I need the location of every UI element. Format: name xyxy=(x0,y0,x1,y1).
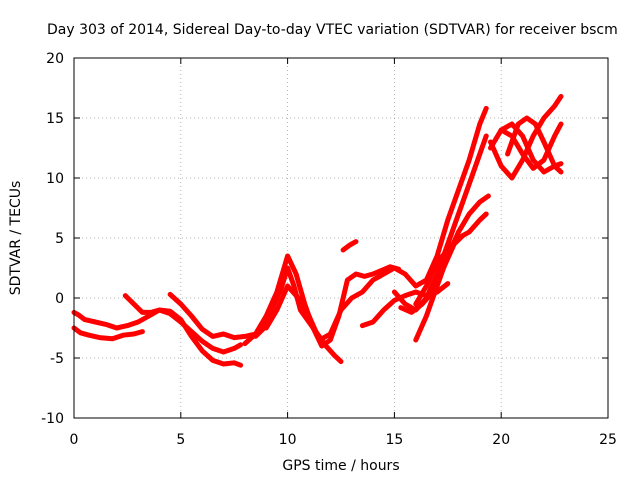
x-tick-label: 10 xyxy=(279,432,297,448)
y-tick-label: 10 xyxy=(46,171,64,187)
data-series-12 xyxy=(413,211,489,307)
data-series-8 xyxy=(340,239,359,253)
data-series-group xyxy=(71,93,564,368)
data-series-15 xyxy=(488,93,564,181)
grid xyxy=(74,58,608,418)
y-tick-label: 20 xyxy=(46,51,64,67)
y-tick-label: 5 xyxy=(55,231,64,247)
data-series-7 xyxy=(263,105,489,343)
data-series-2 xyxy=(71,307,244,355)
data-series-11 xyxy=(413,193,491,343)
chart-title: Day 303 of 2014, Sidereal Day-to-day VTE… xyxy=(47,22,618,38)
x-tick-label: 5 xyxy=(176,432,185,448)
y-axis-label: SDTVAR / TECUs xyxy=(8,181,24,296)
data-series-13 xyxy=(398,233,466,315)
x-tick-label: 25 xyxy=(599,432,617,448)
x-tick-label: 20 xyxy=(492,432,510,448)
x-tick-label: 15 xyxy=(385,432,403,448)
axis-ticks: 0 5 10 15 20 25 -10 -5 0 5 10 15 20 xyxy=(41,51,617,448)
x-axis-label: GPS time / hours xyxy=(282,458,399,474)
y-tick-label: -5 xyxy=(50,351,64,367)
y-tick-label: -10 xyxy=(41,411,64,427)
data-series-1 xyxy=(71,325,145,342)
data-series-17 xyxy=(505,115,564,175)
data-series-3 xyxy=(122,293,244,368)
data-series-4 xyxy=(167,291,259,341)
y-tick-label: 15 xyxy=(46,111,64,127)
y-tick-label: 0 xyxy=(55,291,64,307)
x-tick-label: 0 xyxy=(70,432,79,448)
data-series-6 xyxy=(242,253,402,349)
